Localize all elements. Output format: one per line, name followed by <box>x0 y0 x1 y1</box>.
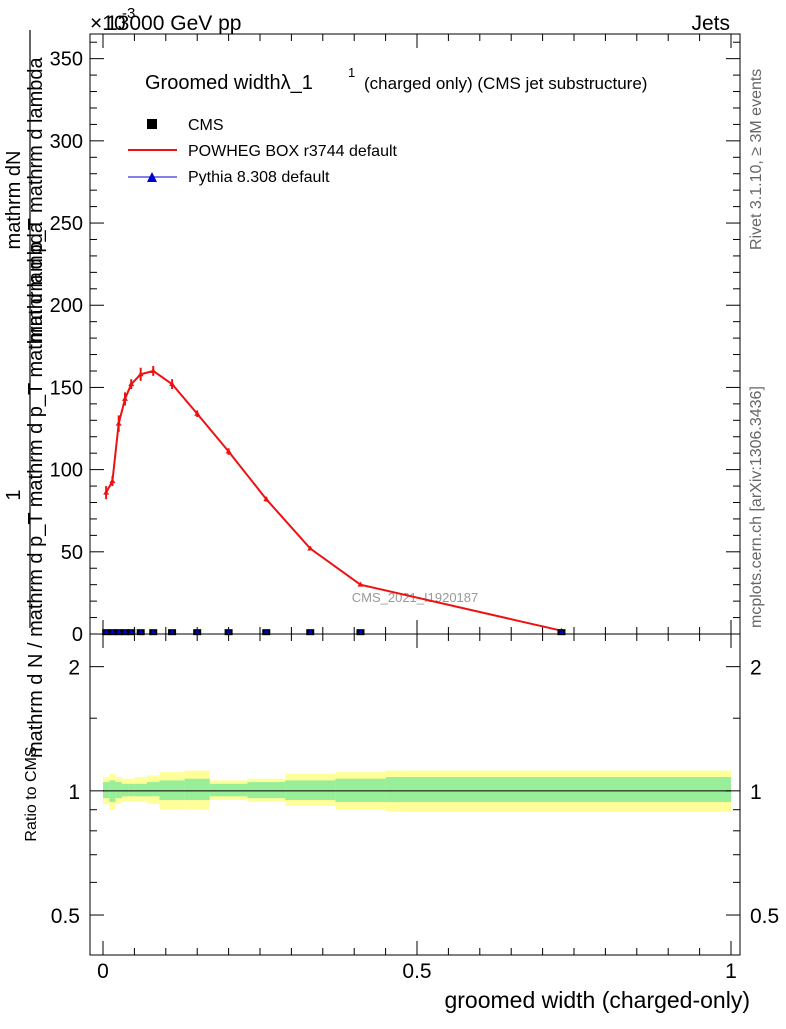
pythia-point <box>225 629 232 635</box>
ratio-band-inner <box>335 778 386 802</box>
ratio-band-inner <box>128 783 135 797</box>
powheg-point <box>263 496 270 502</box>
chart-title-tail: (charged only) (CMS jet substructure) <box>364 74 647 93</box>
y-tick-label: 200 <box>50 295 83 317</box>
y-tick-label: 150 <box>50 377 83 399</box>
pythia-point <box>150 629 157 635</box>
ratio-band-inner <box>385 777 731 802</box>
process-label: Jets <box>691 12 730 35</box>
ratio-band-inner <box>121 783 129 797</box>
main-plot: 0 50 100 150 200 250 300 350 <box>50 33 741 646</box>
y-axis-title-top: 1 <box>3 489 25 500</box>
powheg-point <box>115 420 122 426</box>
ratio-y-tick-label-right: 1 <box>750 781 762 804</box>
chart-title-main: Groomed widthλ_1 <box>145 72 313 94</box>
pythia-point <box>103 629 110 635</box>
pythia-point <box>121 629 128 635</box>
y-tick-label: 300 <box>50 131 83 153</box>
pythia-point <box>137 629 144 635</box>
ratio-band-inner <box>115 782 122 799</box>
legend-label-cms: CMS <box>188 117 224 134</box>
legend: CMS POWHEG BOX r3744 default Pythia 8.30… <box>128 117 398 186</box>
pythia-point <box>307 629 314 635</box>
ratio-band-inner <box>134 783 147 797</box>
ratio-band-inner <box>103 782 110 799</box>
powheg-point <box>169 381 176 387</box>
ratio-y-label: Ratio to CMS <box>23 746 40 841</box>
ratio-band-inner <box>159 780 185 801</box>
ratio-frame <box>89 633 741 956</box>
y-axis-title-line1: mathrm dN <box>3 151 25 250</box>
powheg-line <box>105 369 562 632</box>
powheg-point <box>357 581 364 587</box>
ratio-plot: 0.5 0.5 1 1 2 2 0 0.5 1 <box>51 633 779 983</box>
legend-label-powheg: POWHEG BOX r3744 default <box>188 143 398 160</box>
powheg-point <box>109 478 116 484</box>
powheg-point <box>307 545 314 551</box>
exponent-label: ×10 <box>90 12 126 35</box>
pythia-point <box>263 629 270 635</box>
powheg-point <box>121 395 128 401</box>
pythia-point <box>558 629 565 635</box>
x-axis-label: groomed width (charged-only) <box>444 987 750 1013</box>
ratio-y-tick-label: 2 <box>68 657 80 680</box>
legend-label-pythia: Pythia 8.308 default <box>188 169 330 186</box>
mcplots-label: mcplots.cern.ch [arXiv:1306.3436] <box>748 386 765 628</box>
x-tick-label: 0 <box>97 960 109 983</box>
powheg-point <box>128 381 135 387</box>
pythia-point <box>357 629 364 635</box>
ratio-y-tick-label: 0.5 <box>51 905 80 928</box>
y-axis-title: 1 mathrm dN mathrm d p_T mathrm d lambda… <box>3 30 47 758</box>
ratio-band-inner <box>285 780 336 801</box>
pythia-point <box>128 629 135 635</box>
ratio-y-tick-label-right: 0.5 <box>750 905 779 928</box>
rivet-label: Rivet 3.1.10, ≥ 3M events <box>748 69 765 250</box>
powheg-point <box>194 410 201 416</box>
powheg-point <box>103 489 110 495</box>
legend-marker-cms <box>147 119 157 129</box>
legend-marker-pythia <box>147 172 157 182</box>
ratio-y-tick-label: 1 <box>68 781 80 804</box>
y-tick-label: 350 <box>50 49 83 71</box>
ratio-band-inner <box>247 782 286 799</box>
exponent-sup: -3 <box>122 5 135 22</box>
pythia-point <box>109 629 116 635</box>
powheg-point <box>150 367 157 373</box>
pythia-point <box>194 629 201 635</box>
energy-label: 13000 GeV pp <box>106 12 241 35</box>
pythia-point <box>169 629 176 635</box>
y-tick-label: 50 <box>61 542 83 564</box>
y-tick-label: 250 <box>50 213 83 235</box>
y-axis-title-den: mathrm d N / mathrm d p_T mathrm d p_T m… <box>25 221 47 758</box>
x-tick-label: 1 <box>725 960 737 983</box>
x-tick-label: 0.5 <box>402 960 431 983</box>
ratio-y-tick-label-right: 2 <box>750 657 762 680</box>
y-tick-label: 0 <box>72 624 83 646</box>
y-tick-label: 100 <box>50 460 83 482</box>
powheg-point <box>137 371 144 377</box>
powheg-point <box>225 448 232 454</box>
chart-title: Groomed widthλ_1 1 (charged only) (CMS j… <box>145 65 647 94</box>
chart-title-sup: 1 <box>348 65 355 80</box>
pythia-point <box>115 629 122 635</box>
ratio-band-inner <box>209 783 248 797</box>
ratio-band-inner <box>146 782 160 797</box>
ratio-band-inner <box>184 778 210 801</box>
